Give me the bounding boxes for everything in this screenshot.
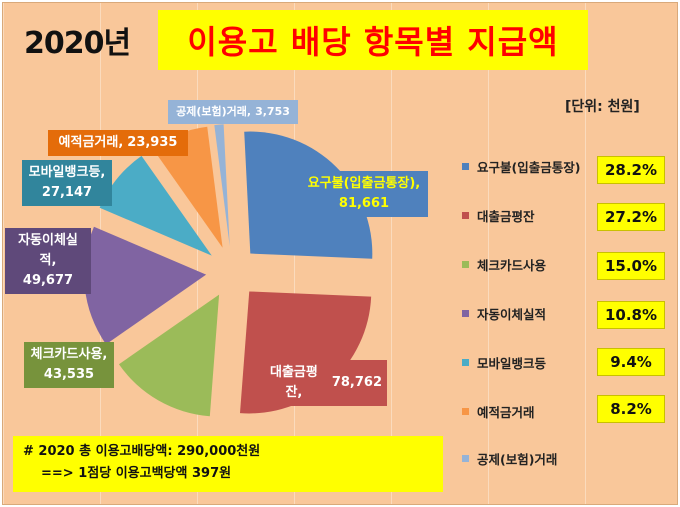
- slice-label-name: 요구불(입출금통장),: [307, 176, 421, 191]
- legend-swatch: [462, 407, 469, 415]
- slice-label-value: 3,753: [255, 105, 290, 118]
- percent-box: 28.2%: [597, 156, 665, 184]
- slice-label-auto-transfer: 자동이체실적, 49,677: [5, 228, 91, 294]
- slice-label-name: 체크카드사용,: [30, 347, 108, 362]
- legend-label: 자동이체실적: [477, 306, 547, 322]
- slice-mobile-bank: [99, 155, 212, 256]
- note-line-1: # 2020 총 이용고배당액: 290,000천원: [23, 444, 261, 459]
- legend-label: 예적금거래: [477, 404, 535, 420]
- year-label: 2020년: [24, 26, 131, 61]
- legend-item: 요구불(입출금통장): [462, 156, 580, 176]
- legend-item: 모바일뱅크등: [462, 352, 546, 372]
- total-note: # 2020 총 이용고배당액: 290,000천원 ==> 1점당 이용고백당…: [13, 436, 443, 492]
- legend-label: 공제(보험)거래: [477, 451, 558, 467]
- legend-swatch: [462, 309, 469, 317]
- slice-label-name: 대출금평잔,: [269, 365, 318, 400]
- slice-label-loan-balance: 대출금평잔, 78,762: [257, 360, 387, 406]
- slice-label-value: 49,677: [22, 273, 74, 288]
- legend-swatch: [462, 454, 469, 462]
- slice-label-name: 자동이체실적,: [18, 233, 78, 268]
- legend-label: 모바일뱅크등: [477, 355, 547, 371]
- legend-item: 공제(보험)거래: [462, 448, 557, 468]
- legend-swatch: [462, 260, 469, 268]
- chart-title: 이용고 배당 항목별 지급액: [187, 23, 559, 61]
- slice-label-check-card: 체크카드사용, 43,535: [24, 342, 114, 388]
- slice-savings: [152, 126, 223, 248]
- slice-label-mobile-bank: 모바일뱅크등, 27,147: [22, 160, 112, 206]
- legend-swatch: [462, 358, 469, 366]
- slice-insurance: [214, 124, 230, 247]
- percent-box: 8.2%: [597, 395, 665, 423]
- slice-label-value: 27,147: [41, 185, 93, 200]
- percent-box: 27.2%: [597, 203, 665, 231]
- slice-label-value: 78,762: [331, 375, 382, 390]
- unit-label: [단위: 천원]: [565, 99, 640, 115]
- legend-label: 대출금평잔: [477, 208, 535, 224]
- legend-item: 대출금평잔: [462, 205, 535, 225]
- chart-title-box: 이용고 배당 항목별 지급액: [158, 10, 588, 70]
- percent-box: 9.4%: [597, 348, 665, 376]
- slice-label-name: 예적금거래,: [58, 135, 124, 150]
- slice-label-value: 81,661: [338, 196, 390, 211]
- slice-label-insurance: 공제(보험)거래, 3,753: [168, 100, 298, 124]
- percent-box: 10.8%: [597, 301, 665, 329]
- slice-label-name: 모바일뱅크등,: [28, 165, 106, 180]
- legend-swatch: [462, 211, 469, 219]
- legend-item: 예적금거래: [462, 401, 535, 421]
- slice-label-value: 43,535: [43, 367, 95, 382]
- legend-label: 요구불(입출금통장): [477, 159, 581, 175]
- slice-label-value: 23,935: [127, 135, 178, 150]
- note-line-2: ==> 1점당 이용고백당액 397원: [41, 466, 232, 481]
- percent-box: 15.0%: [597, 252, 665, 280]
- slice-label-savings: 예적금거래, 23,935: [48, 130, 188, 156]
- slice-label-demand-deposit: 요구불(입출금통장), 81,661: [300, 171, 428, 217]
- legend-swatch: [462, 162, 469, 170]
- legend-item: 자동이체실적: [462, 303, 546, 323]
- legend-item: 체크카드사용: [462, 254, 546, 274]
- legend-label: 체크카드사용: [477, 257, 547, 273]
- slice-auto-transfer: [84, 226, 207, 345]
- slice-label-name: 공제(보험)거래,: [176, 105, 252, 118]
- slice-check-card: [118, 294, 220, 417]
